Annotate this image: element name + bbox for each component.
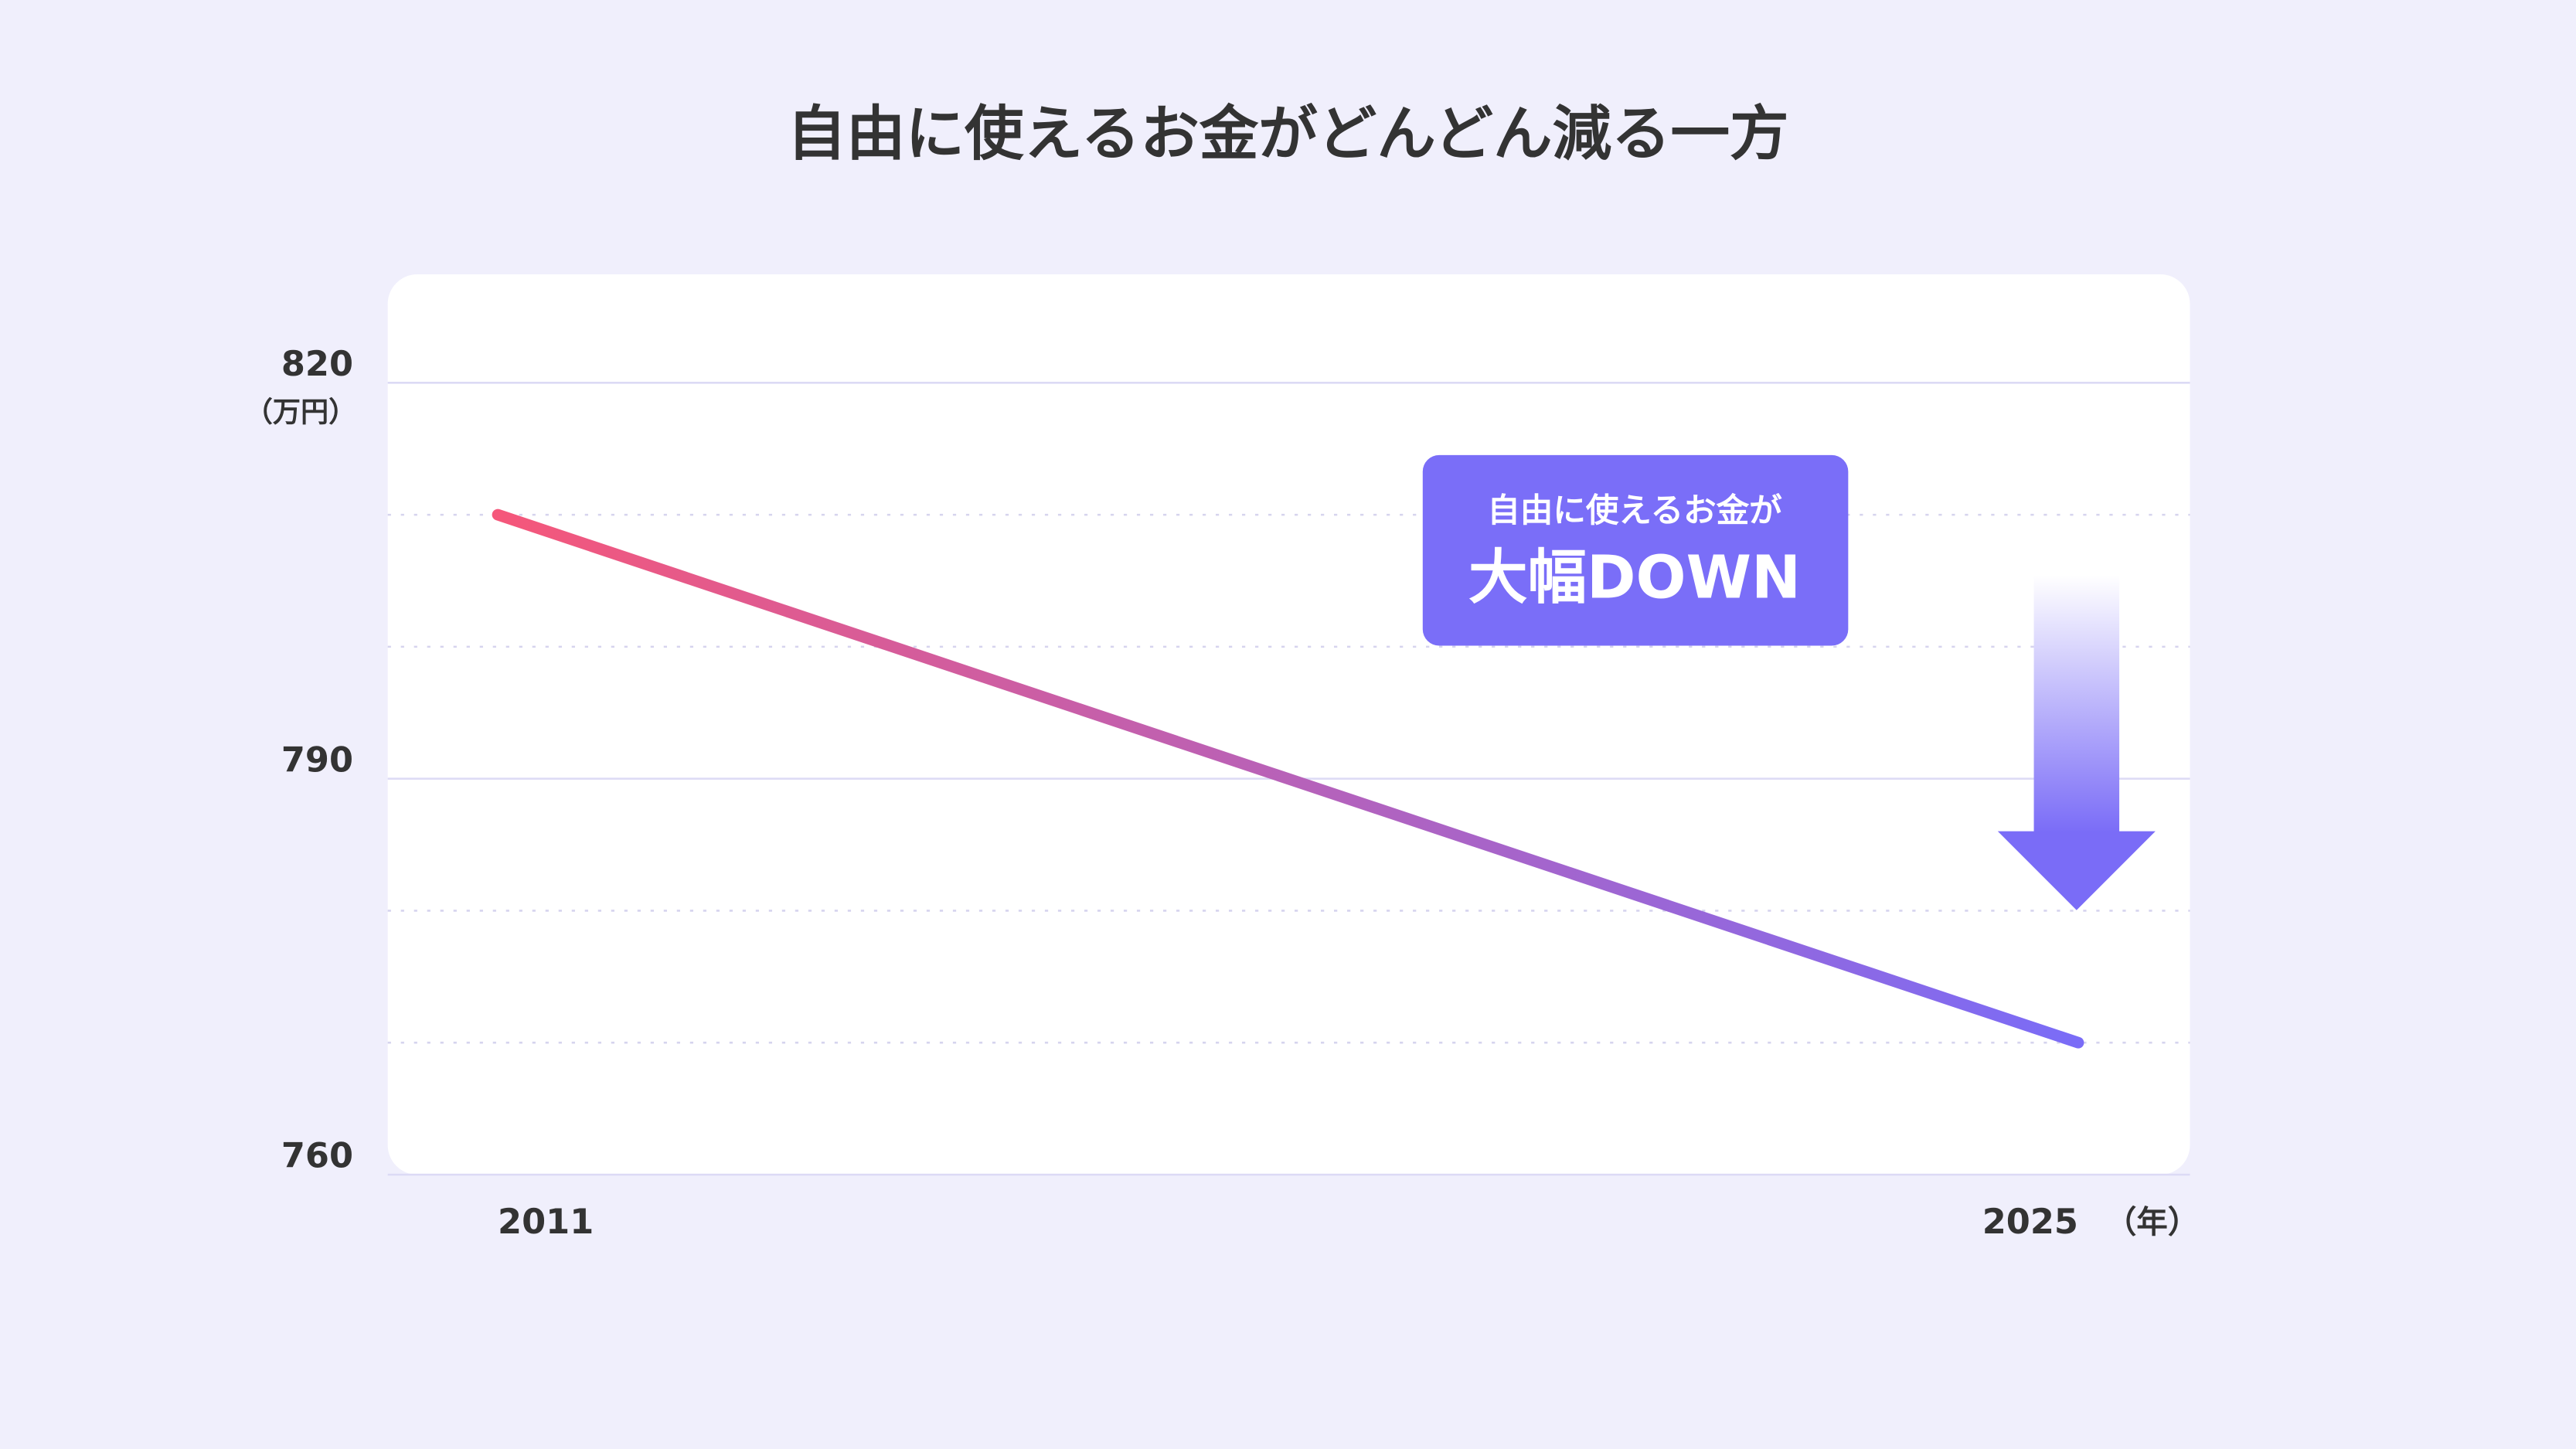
y-tick-label: 790 <box>281 740 353 780</box>
y-tick-label: 820 <box>281 344 353 384</box>
arrow-shaft <box>2033 575 2120 833</box>
x-tick-label: 2011 <box>498 1202 594 1242</box>
annotation-text: 大幅DOWN <box>1468 544 1801 613</box>
annotation: 自由に使えるお金が 大幅DOWN <box>1422 454 1849 646</box>
x-unit: （年） <box>2105 1204 2199 1240</box>
series-line <box>492 509 2084 1049</box>
annotation-box <box>1422 454 1849 646</box>
x-tick-label: 2025 <box>1982 1202 2078 1242</box>
plot-card <box>387 274 2190 1175</box>
down-arrow <box>1997 575 2156 910</box>
chart-title: 自由に使えるお金がどんどん減る一方 <box>787 100 1788 169</box>
y-unit: （万円） <box>245 396 356 429</box>
annotation-text: 自由に使えるお金が <box>1487 492 1782 530</box>
y-tick-label: 760 <box>281 1136 353 1176</box>
arrow-head <box>1997 831 2156 910</box>
